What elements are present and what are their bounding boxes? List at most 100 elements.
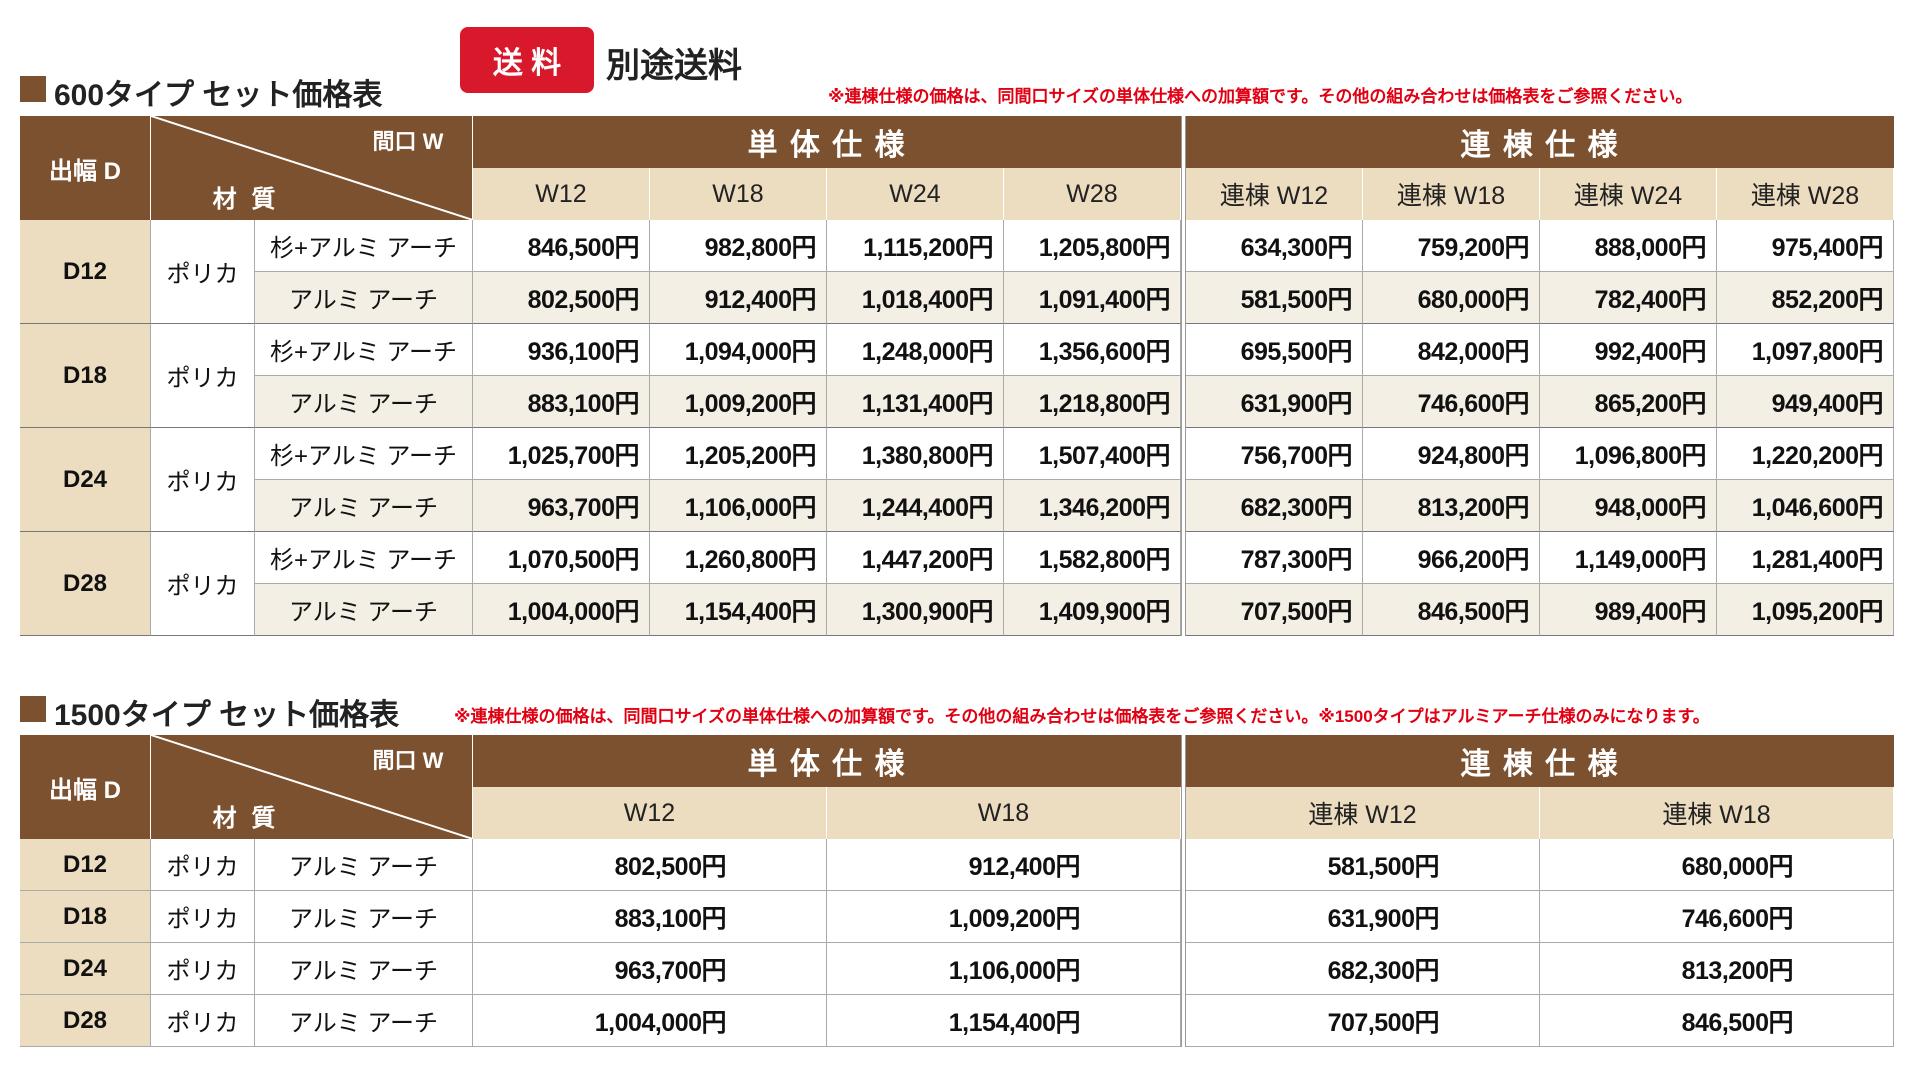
- size-cell: D12: [20, 220, 151, 324]
- size-cell: D18: [20, 891, 151, 943]
- price-cell: 1,300,900円: [827, 584, 1004, 636]
- size-cell: D18: [20, 324, 151, 428]
- column-header: 連棟 W18: [1363, 168, 1540, 220]
- column-header: W18: [827, 787, 1181, 839]
- size-cell: D28: [20, 532, 151, 636]
- group-header: 単 体 仕 様: [473, 735, 1181, 787]
- price-cell: 1,025,700円: [473, 428, 650, 480]
- size-cell: D28: [20, 995, 151, 1047]
- group-divider: [1181, 116, 1186, 636]
- price-cell: 581,500円: [1186, 839, 1540, 891]
- corner-cell: [151, 735, 473, 839]
- price-cell: 883,100円: [473, 376, 650, 428]
- column-header: W12: [473, 168, 650, 220]
- price-cell: 1,009,200円: [827, 891, 1181, 943]
- size-cell: D12: [20, 839, 151, 891]
- group-header: 連 棟 仕 様: [1186, 116, 1894, 168]
- column-header: W24: [827, 168, 1004, 220]
- price-cell: 802,500円: [473, 272, 650, 324]
- material-cell: ポリカ: [151, 220, 255, 324]
- group-header: 単 体 仕 様: [473, 116, 1181, 168]
- price-cell: 1,046,600円: [1717, 480, 1894, 532]
- price-cell: 1,220,200円: [1717, 428, 1894, 480]
- price-cell: 982,800円: [650, 220, 827, 272]
- price-cell: 963,700円: [473, 480, 650, 532]
- price-cell: 680,000円: [1363, 272, 1540, 324]
- type-cell: 杉+アルミ アーチ: [255, 324, 473, 376]
- price-cell: 802,500円: [473, 839, 827, 891]
- price-cell: 707,500円: [1186, 995, 1540, 1047]
- price-cell: 813,200円: [1540, 943, 1894, 995]
- price-cell: 1,097,800円: [1717, 324, 1894, 376]
- price-cell: 846,500円: [473, 220, 650, 272]
- price-cell: 782,400円: [1540, 272, 1717, 324]
- price-cell: 1,260,800円: [650, 532, 827, 584]
- price-cell: 695,500円: [1186, 324, 1363, 376]
- price-cell: 963,700円: [473, 943, 827, 995]
- material-cell: ポリカ: [151, 943, 255, 995]
- type-cell: アルミ アーチ: [255, 891, 473, 943]
- price-cell: 1,004,000円: [473, 995, 827, 1047]
- column-header: 連棟 W24: [1540, 168, 1717, 220]
- price-cell: 634,300円: [1186, 220, 1363, 272]
- type-cell: アルミ アーチ: [255, 943, 473, 995]
- title-square: [20, 696, 46, 722]
- price-cell: 1,106,000円: [650, 480, 827, 532]
- price-cell: 1,018,400円: [827, 272, 1004, 324]
- corner-diagonal: [151, 735, 473, 839]
- price-cell: 813,200円: [1363, 480, 1540, 532]
- d-label: 出幅 D: [20, 735, 151, 839]
- price-cell: 682,300円: [1186, 480, 1363, 532]
- shipping-badge: 送 料: [460, 27, 594, 93]
- price-cell: 1,205,200円: [650, 428, 827, 480]
- price-cell: 1,447,200円: [827, 532, 1004, 584]
- price-cell: 1,115,200円: [827, 220, 1004, 272]
- group-divider: [1181, 735, 1186, 1047]
- type-cell: アルミ アーチ: [255, 376, 473, 428]
- column-header: W18: [650, 168, 827, 220]
- column-header: 連棟 W28: [1717, 168, 1894, 220]
- price-cell: 1,248,000円: [827, 324, 1004, 376]
- column-header: 連棟 W12: [1186, 168, 1363, 220]
- group-header: 連 棟 仕 様: [1186, 735, 1894, 787]
- price-cell: 1,205,800円: [1004, 220, 1181, 272]
- price-cell: 707,500円: [1186, 584, 1363, 636]
- price-cell: 1,218,800円: [1004, 376, 1181, 428]
- price-cell: 787,300円: [1186, 532, 1363, 584]
- type-cell: アルミ アーチ: [255, 995, 473, 1047]
- price-cell: 1,380,800円: [827, 428, 1004, 480]
- price-cell: 1,106,000円: [827, 943, 1181, 995]
- price-cell: 1,149,000円: [1540, 532, 1717, 584]
- price-cell: 1,582,800円: [1004, 532, 1181, 584]
- material-cell: ポリカ: [151, 532, 255, 636]
- w-label: 間口 W: [372, 748, 444, 773]
- price-cell: 842,000円: [1363, 324, 1540, 376]
- material-label: 材 質: [212, 185, 280, 213]
- price-cell: 746,600円: [1363, 376, 1540, 428]
- price-cell: 1,154,400円: [827, 995, 1181, 1047]
- column-header: W12: [473, 787, 827, 839]
- size-cell: D24: [20, 428, 151, 532]
- price-cell: 682,300円: [1186, 943, 1540, 995]
- price-cell: 581,500円: [1186, 272, 1363, 324]
- price-cell: 759,200円: [1363, 220, 1540, 272]
- type-cell: アルミ アーチ: [255, 584, 473, 636]
- w-label: 間口 W: [372, 129, 444, 154]
- type-cell: アルミ アーチ: [255, 839, 473, 891]
- shipping-text: 別途送料: [606, 46, 742, 85]
- corner-cell: [151, 116, 473, 220]
- price-cell: 852,200円: [1717, 272, 1894, 324]
- price-cell: 846,500円: [1540, 995, 1894, 1047]
- price-cell: 1,004,000円: [473, 584, 650, 636]
- material-cell: ポリカ: [151, 428, 255, 532]
- column-header: 連棟 W12: [1186, 787, 1540, 839]
- price-cell: 756,700円: [1186, 428, 1363, 480]
- material-cell: ポリカ: [151, 995, 255, 1047]
- price-cell: 846,500円: [1363, 584, 1540, 636]
- price-cell: 1,095,200円: [1717, 584, 1894, 636]
- price-cell: 1,281,400円: [1717, 532, 1894, 584]
- price-cell: 912,400円: [650, 272, 827, 324]
- price-cell: 888,000円: [1540, 220, 1717, 272]
- price-cell: 936,100円: [473, 324, 650, 376]
